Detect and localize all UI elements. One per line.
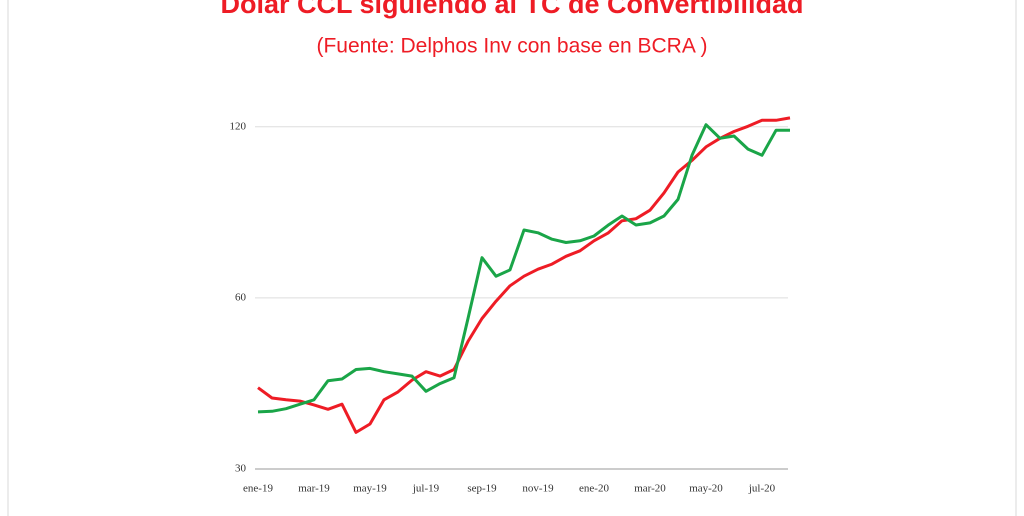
data-line	[257, 116, 791, 434]
y-tick-label: 120	[230, 120, 247, 132]
x-tick-label: mar-20	[634, 483, 666, 495]
chart-title: Dolar CCL siguiendo al TC de Convertibil…	[220, 0, 803, 19]
x-tick-label: mar-19	[298, 483, 330, 495]
y-tick-label: 60	[235, 291, 247, 303]
x-tick-label: ene-19	[243, 483, 273, 495]
x-tick-label: jul-20	[748, 483, 776, 495]
y-tick-label: 30	[235, 463, 247, 475]
x-tick-label: jul-19	[412, 483, 440, 495]
chart-subtitle: (Fuente: Delphos Inv con base en BCRA )	[316, 35, 707, 58]
x-tick-label: may-20	[689, 483, 723, 495]
x-tick-label: ene-20	[579, 483, 609, 495]
frame	[7, 0, 1017, 516]
data-line	[257, 123, 790, 414]
x-tick-label: may-19	[353, 483, 387, 495]
x-tick-label: sep-19	[467, 483, 497, 495]
x-tick-label: nov-19	[522, 483, 554, 495]
